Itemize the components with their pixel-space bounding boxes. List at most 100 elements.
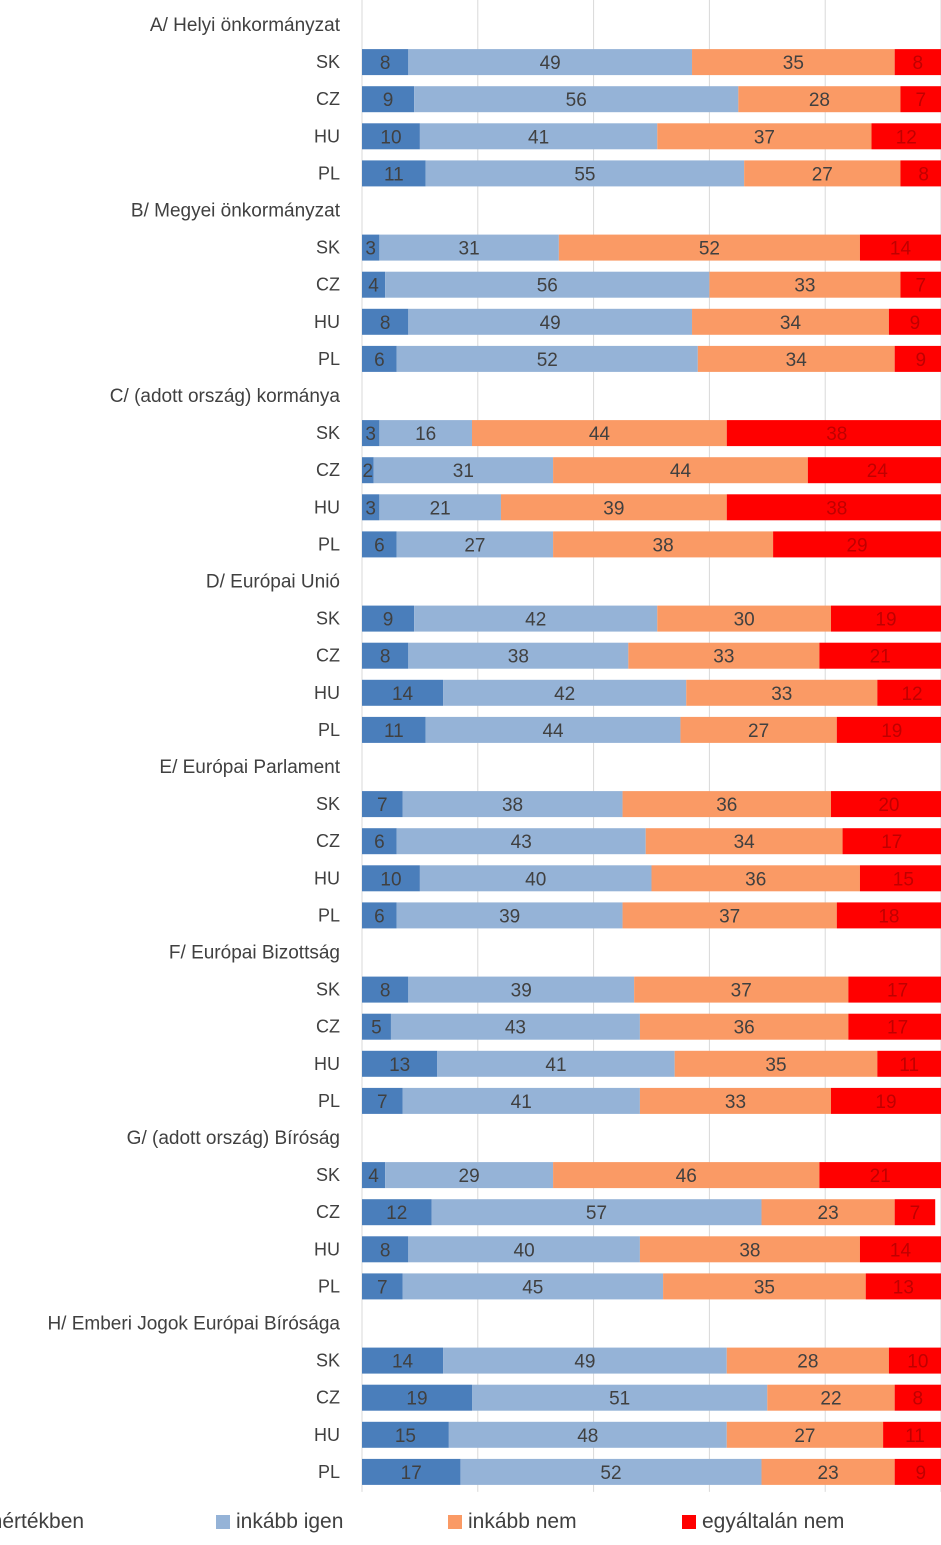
data-label: 19 [406,1389,427,1410]
data-label: 8 [913,53,924,74]
data-label: 14 [890,239,912,260]
bar-segment [396,345,698,372]
bar-segment [362,308,409,335]
bar-segment [390,1013,640,1040]
data-label: 27 [748,721,769,742]
data-label: 11 [899,1055,919,1076]
data-label: 20 [878,795,899,816]
bar-segment [443,679,687,706]
row-label: CZ [316,1017,340,1037]
bar-segment [414,605,658,632]
bar-segment [362,494,380,521]
data-label: 42 [554,684,575,705]
data-label: 31 [459,239,480,260]
bar-segment [558,234,860,261]
bar-segment [408,1236,640,1263]
data-label: 28 [809,90,830,111]
row-label: HU [314,1054,340,1074]
data-label: 33 [771,684,792,705]
data-label: 27 [812,164,833,185]
data-label: 15 [395,1426,416,1447]
data-label: 19 [881,721,902,742]
data-label: 22 [820,1389,841,1410]
bar-segment [379,234,559,261]
data-label: 41 [528,127,549,148]
data-label: 42 [525,610,546,631]
bar-segment [379,494,501,521]
bar-segment [425,716,681,743]
row-label: SK [316,794,340,814]
bar-segment [639,1087,831,1114]
bar-segment [362,345,397,372]
data-label: 56 [566,90,587,111]
bar-segment [709,271,901,298]
bar-segment [848,976,941,1003]
data-label: 2 [363,461,374,482]
bar-segment [848,1013,941,1040]
bar-segment [657,605,831,632]
bar-segment [362,679,444,706]
data-label: 4 [368,1166,379,1187]
data-label: 39 [603,498,624,519]
bar-segment [900,160,941,187]
row-label: PL [318,1276,340,1296]
bar-segment [697,345,895,372]
data-label: 19 [875,610,896,631]
bar-segment [362,1087,403,1114]
row-label: CZ [316,831,340,851]
bar-segment [894,1199,936,1226]
data-label: 38 [826,424,847,445]
row-label: SK [316,423,340,443]
bar-segment [553,457,808,484]
bar-segment [859,1236,941,1263]
data-label: 10 [907,1352,928,1373]
bar-segment [657,123,872,150]
data-label: 24 [867,461,889,482]
bar-segment [726,1347,889,1374]
data-label: 8 [913,1389,924,1410]
bar-segment [443,1347,727,1374]
data-label: 8 [380,981,391,1002]
group-title: G/ (adott ország) Bíróság [127,1128,340,1149]
bar-segment [396,531,554,558]
data-label: 38 [653,535,674,556]
bar-segment [448,1421,727,1448]
bar-segment [859,234,941,261]
legend-label: egyáltalán nem [702,1510,844,1533]
data-label: 33 [725,1092,746,1113]
row-label: HU [314,1239,340,1259]
bar-segment [651,865,860,892]
row-label: HU [314,868,340,888]
data-label: 37 [731,981,752,1002]
data-label: 37 [754,127,775,148]
data-label: 16 [415,424,436,445]
data-label: 29 [459,1166,480,1187]
data-label: 27 [794,1426,815,1447]
data-label: 43 [511,832,532,853]
bar-segment [859,865,941,892]
data-label: 8 [918,164,929,185]
bar-segment [431,1199,762,1226]
group-title: A/ Helyi önkormányzat [150,15,341,36]
data-label: 14 [392,1352,414,1373]
data-label: 12 [896,127,917,148]
data-label: 7 [377,1277,388,1298]
data-label: 10 [380,127,401,148]
data-label: 5 [371,1018,382,1039]
data-label: 9 [915,350,926,371]
data-label: 7 [377,1092,388,1113]
legend-swatch [216,1515,230,1529]
bar-segment [900,86,941,113]
bar-segment [639,1013,849,1040]
data-label: 56 [537,276,558,297]
bar-segment [553,531,774,558]
bar-segment [726,494,941,521]
data-label: 7 [910,1203,921,1224]
row-label: HU [314,1425,340,1445]
data-label: 41 [545,1055,566,1076]
group-title: F/ Európai Bizottság [169,943,340,964]
row-label: CZ [316,460,340,480]
data-label: 33 [794,276,815,297]
data-label: 48 [577,1426,598,1447]
